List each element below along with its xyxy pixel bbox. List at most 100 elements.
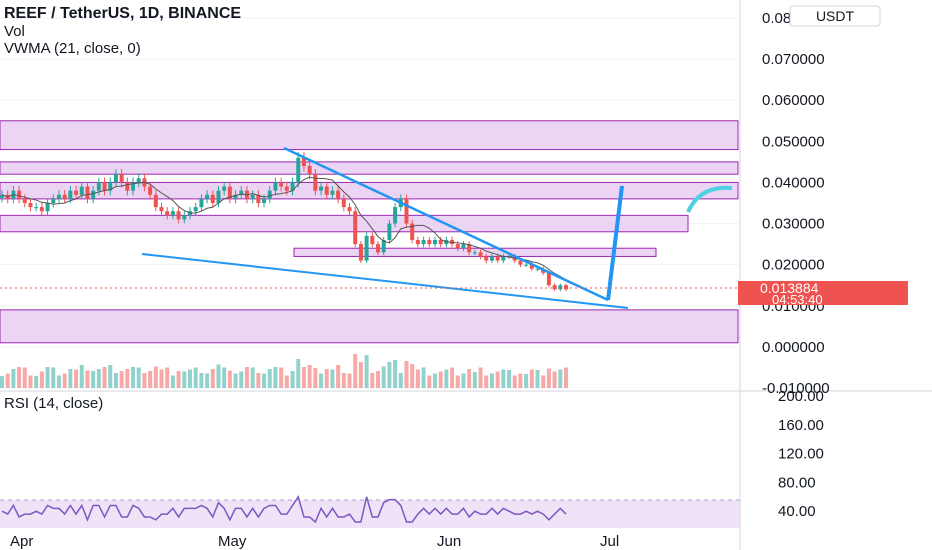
volume-bar (136, 367, 141, 388)
volume-bar (529, 369, 534, 388)
volume-bar (319, 373, 324, 388)
time-tick-label: Jun (437, 533, 461, 550)
candle-body (347, 207, 352, 212)
volume-bar (176, 371, 181, 388)
volume-bar (410, 364, 415, 388)
rsi-axis[interactable]: 200.00 160.00 120.00 80.00 40.00 (778, 388, 824, 520)
volume-bar (250, 367, 255, 388)
volume-bar (558, 369, 563, 388)
volume-bar (56, 375, 61, 388)
time-tick-label: May (218, 533, 247, 550)
volume-bar (148, 371, 153, 388)
volume-bar (438, 371, 443, 388)
volume-bar (51, 367, 56, 388)
candle-body (415, 240, 420, 245)
time-tick-label: Apr (10, 533, 33, 550)
volume-bar (68, 369, 73, 388)
candle-body (313, 174, 318, 191)
volume-bar (125, 369, 130, 388)
volume-bar (512, 375, 517, 388)
volume-bar (455, 375, 460, 388)
vwma-legend: VWMA (21, close, 0) (4, 40, 141, 57)
volume-bar (279, 367, 284, 388)
candle-body (524, 264, 529, 266)
candle-body (85, 186, 90, 199)
candle-body (125, 182, 130, 191)
price-tick-label: 0.070000 (762, 51, 825, 68)
volume-bar (199, 373, 204, 388)
volume-bar (11, 369, 16, 388)
time-axis[interactable]: Apr May Jun Jul (10, 533, 619, 550)
candle-body (472, 252, 477, 254)
candle-body (421, 240, 426, 245)
candle-body (233, 194, 238, 199)
volume-bar (39, 371, 44, 388)
price-zone (0, 120, 739, 151)
price-axis[interactable]: 0.0800000.0700000.0600000.0500000.040000… (762, 10, 830, 397)
volume-bar (182, 371, 187, 388)
candle-body (358, 244, 363, 261)
volume-bar (290, 371, 295, 388)
candle-body (273, 182, 278, 191)
volume-bar (91, 371, 96, 388)
volume-bar (170, 375, 175, 388)
candle-body (484, 256, 489, 261)
volume-bar (244, 367, 249, 388)
volume-bar (227, 370, 232, 388)
candle-body (393, 207, 398, 224)
volume-bar (256, 373, 261, 388)
rsi-tick-label: 160.00 (778, 417, 824, 434)
volume-bar (341, 373, 346, 388)
candle-body (535, 268, 540, 270)
volume-bar (546, 368, 551, 388)
price-tick-label: -0.010000 (762, 380, 830, 397)
volume-bar (484, 375, 489, 388)
candle-body (153, 194, 158, 208)
candle-body (341, 198, 346, 208)
volume-bars (0, 354, 568, 388)
candle-body (113, 174, 118, 183)
price-zone (0, 181, 739, 200)
candle-body (205, 194, 210, 199)
candle-body (353, 211, 358, 245)
volume-bar (432, 373, 437, 388)
candle-body (56, 194, 61, 199)
chart-title: REEF / TetherUS, 1D, BINANCE (4, 5, 241, 22)
candle-body (546, 272, 551, 286)
price-tick-label: 0.060000 (762, 92, 825, 109)
candle-body (22, 198, 27, 203)
currency-label: USDT (816, 8, 855, 24)
volume-bar (74, 369, 79, 388)
candle-body (478, 252, 483, 257)
volume-bar (17, 367, 22, 388)
volume-bar (541, 375, 546, 388)
volume-bar (507, 370, 512, 388)
volume-bar (489, 373, 494, 388)
volume-bar (108, 365, 113, 388)
volume-bar (159, 369, 164, 388)
candle-body (467, 244, 472, 253)
price-tick-label: 0.050000 (762, 133, 825, 150)
candle-body (432, 240, 437, 245)
volume-bar (96, 369, 101, 388)
candle-body (301, 157, 306, 166)
projection-curve (686, 185, 733, 213)
price-zone (0, 214, 689, 233)
candle-body (364, 235, 369, 261)
volume-bar (22, 367, 27, 388)
volume-bar (205, 373, 210, 388)
candle-body (17, 190, 22, 199)
volume-bar (216, 364, 221, 388)
candle-body (461, 244, 466, 249)
candle-body (290, 182, 295, 191)
candle-body (222, 186, 227, 191)
candle-body (0, 194, 4, 198)
volume-bar (347, 373, 352, 388)
volume-bar (501, 369, 506, 388)
volume-bar (450, 367, 455, 388)
volume-bar (119, 371, 124, 388)
currency-button[interactable] (789, 5, 881, 27)
volume-bar (358, 362, 363, 388)
candle-body (159, 207, 164, 212)
